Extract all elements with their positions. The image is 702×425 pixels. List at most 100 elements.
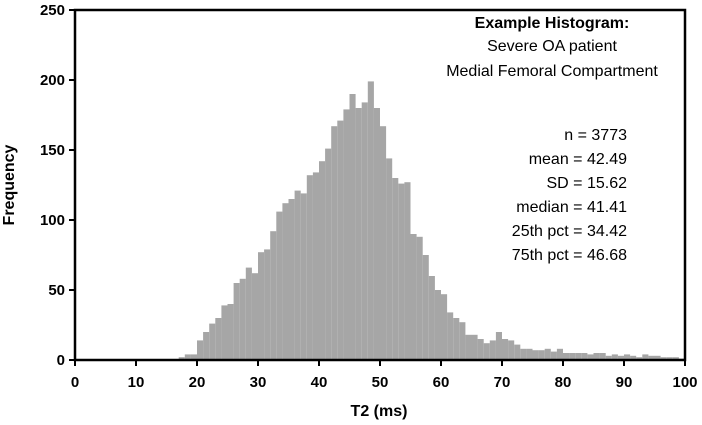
histogram-bar bbox=[245, 267, 252, 360]
histogram-bar bbox=[508, 340, 515, 360]
histogram-bar bbox=[471, 334, 478, 360]
y-tick-label: 200 bbox=[40, 72, 65, 89]
histogram-bar bbox=[630, 355, 637, 360]
histogram-bar bbox=[617, 355, 624, 360]
histogram-bar bbox=[422, 255, 429, 360]
histogram-bar bbox=[312, 172, 319, 360]
histogram-bar bbox=[190, 354, 197, 360]
y-tick-label: 50 bbox=[48, 282, 65, 299]
histogram-bar bbox=[428, 276, 435, 360]
y-axis-title: Frequency bbox=[1, 144, 18, 225]
histogram-bar bbox=[441, 294, 448, 360]
y-tick-label: 0 bbox=[57, 352, 65, 369]
histogram-bar bbox=[282, 203, 289, 360]
x-tick-label: 90 bbox=[616, 374, 633, 391]
histogram-bar bbox=[398, 183, 405, 360]
histogram-bar bbox=[288, 199, 295, 360]
histogram-bar bbox=[599, 353, 606, 360]
histogram-bar bbox=[447, 312, 454, 360]
histogram-bar bbox=[337, 120, 344, 360]
histogram-bar bbox=[581, 353, 588, 360]
histogram-bar bbox=[233, 283, 240, 360]
histogram-bar bbox=[306, 175, 313, 360]
histogram-bar bbox=[209, 323, 216, 360]
y-tick-label: 150 bbox=[40, 142, 65, 159]
histogram-bar bbox=[502, 339, 509, 360]
stat-mean: mean = 42.49 bbox=[529, 151, 627, 168]
histogram-bar bbox=[642, 354, 649, 360]
histogram-bar bbox=[489, 340, 496, 360]
histogram-bar bbox=[495, 332, 502, 360]
histogram-bar bbox=[264, 249, 271, 360]
histogram-bar bbox=[563, 353, 570, 360]
histogram-bar bbox=[648, 355, 655, 360]
histogram-bar bbox=[331, 126, 338, 360]
y-tick-label: 250 bbox=[40, 2, 65, 19]
histogram-bar bbox=[477, 339, 484, 360]
histogram-bar bbox=[319, 161, 326, 360]
annotation-title-block: Example Histogram: Severe OA patient Med… bbox=[446, 15, 658, 80]
x-tick-label: 10 bbox=[128, 374, 145, 391]
histogram-bar bbox=[483, 343, 490, 360]
x-tick-label: 80 bbox=[555, 374, 572, 391]
histogram-bar bbox=[544, 348, 551, 360]
histogram-bar bbox=[276, 211, 283, 360]
histogram-bar bbox=[258, 252, 265, 360]
histogram-bar bbox=[221, 305, 228, 360]
histogram-bar bbox=[373, 108, 380, 360]
histogram-bar bbox=[459, 322, 466, 360]
histogram-bar bbox=[587, 354, 594, 360]
x-tick-label: 50 bbox=[372, 374, 389, 391]
histogram-bar bbox=[550, 351, 557, 360]
histogram-bar bbox=[227, 304, 234, 360]
histogram-bar bbox=[624, 354, 631, 360]
histogram-bar bbox=[367, 81, 374, 361]
histogram-bar bbox=[343, 109, 350, 361]
histogram-bar bbox=[404, 182, 411, 360]
histogram-bar bbox=[294, 190, 301, 360]
histogram-bar bbox=[538, 350, 545, 360]
histogram-bar bbox=[410, 234, 417, 360]
histogram-bar bbox=[575, 353, 582, 360]
histogram-bar bbox=[532, 350, 539, 360]
stat-sd: SD = 15.62 bbox=[547, 175, 628, 192]
histogram-bar bbox=[178, 357, 185, 360]
stat-75th-pct: 75th pct = 46.68 bbox=[512, 247, 627, 264]
histogram-bar bbox=[380, 126, 387, 360]
y-axis-ticks: 0 50 100 150 200 250 bbox=[40, 2, 75, 369]
x-tick-label: 40 bbox=[311, 374, 328, 391]
histogram-bar bbox=[270, 231, 277, 360]
y-tick-label: 100 bbox=[40, 212, 65, 229]
histogram-bar bbox=[526, 348, 533, 360]
histogram-bar bbox=[386, 158, 393, 360]
histogram-bar bbox=[355, 108, 362, 360]
histogram-bar bbox=[605, 355, 612, 360]
histogram-bar bbox=[184, 354, 191, 360]
x-tick-label: 20 bbox=[189, 374, 206, 391]
annotation-subtitle-line: Severe OA patient bbox=[487, 38, 617, 55]
histogram-bar bbox=[465, 334, 472, 360]
stat-median: median = 41.41 bbox=[516, 199, 627, 216]
histogram-bar bbox=[361, 102, 368, 361]
histogram-bar bbox=[672, 357, 679, 360]
histogram-bar bbox=[197, 340, 204, 360]
histogram-bar bbox=[392, 178, 399, 360]
x-tick-label: 60 bbox=[433, 374, 450, 391]
histogram-bars bbox=[178, 81, 686, 361]
histogram-bar bbox=[593, 353, 600, 360]
histogram-bar bbox=[215, 318, 222, 360]
histogram-bar bbox=[325, 148, 332, 360]
annotation-stats-block: n = 3773 mean = 42.49 SD = 15.62 median … bbox=[512, 127, 627, 264]
histogram-bar bbox=[239, 278, 246, 360]
histogram-bar bbox=[611, 354, 618, 360]
histogram-bar bbox=[666, 357, 673, 360]
x-tick-label: 0 bbox=[71, 374, 79, 391]
x-tick-label: 30 bbox=[250, 374, 267, 391]
histogram-bar bbox=[300, 193, 307, 360]
histogram-bar bbox=[520, 348, 527, 360]
x-tick-label: 100 bbox=[672, 374, 697, 391]
histogram-bar bbox=[636, 357, 643, 360]
histogram-bar bbox=[514, 344, 521, 360]
histogram-bar bbox=[203, 332, 210, 360]
annotation-subtitle-line: Medial Femoral Compartment bbox=[446, 63, 658, 80]
